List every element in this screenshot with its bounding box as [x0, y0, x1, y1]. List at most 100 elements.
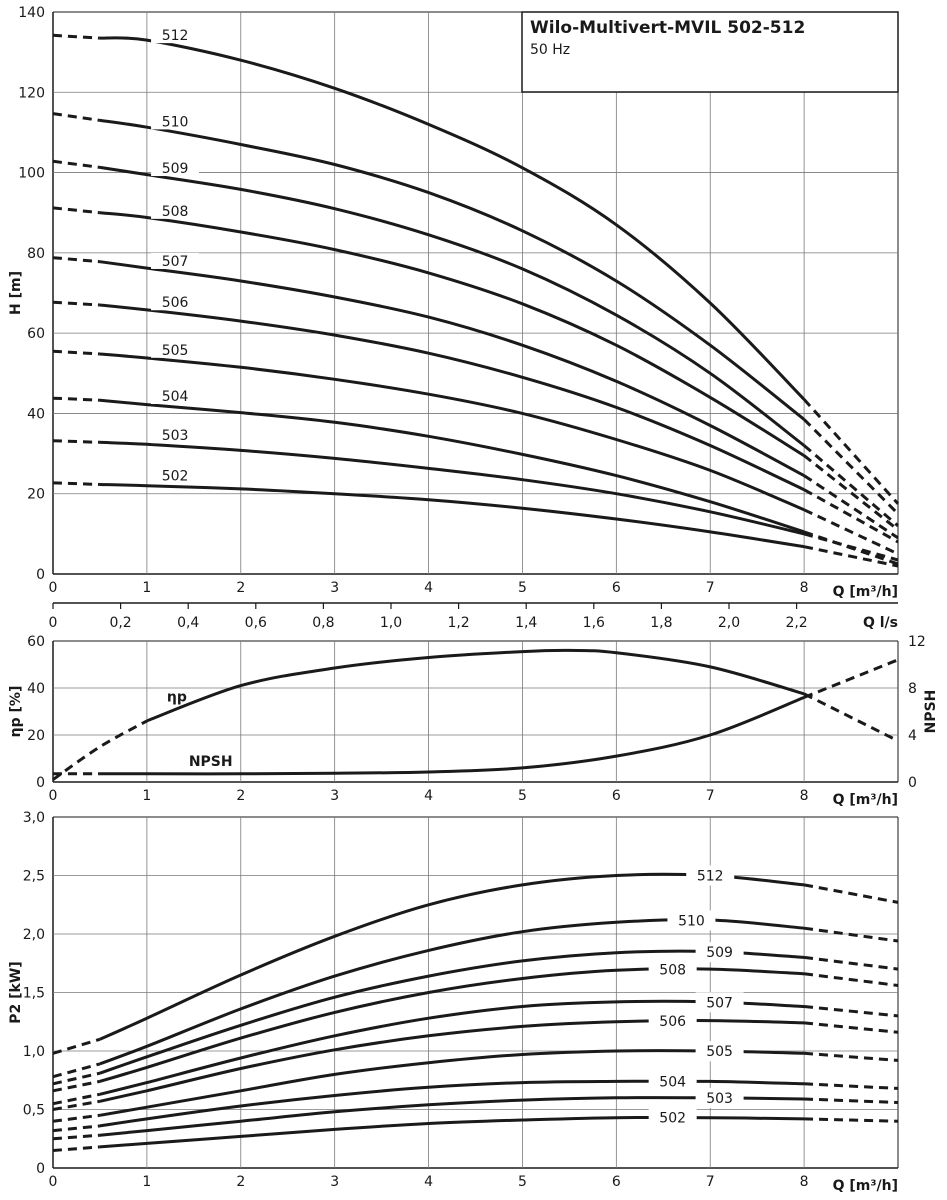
power-series-label: 504 — [659, 1074, 686, 1090]
power-series-503-curve — [99, 1096, 805, 1137]
power-series-512-dashed-end — [803, 883, 899, 904]
head-x-tick-label: 1 — [142, 580, 151, 596]
power-y-tick-label: 2,0 — [23, 927, 45, 943]
eta-series-dashed-end — [803, 692, 899, 743]
head-series-label-bg — [151, 202, 200, 219]
power-series-label: 512 — [697, 869, 724, 885]
head-series-label: 502 — [162, 469, 189, 485]
power-y-tick-label: 1,0 — [23, 1044, 45, 1060]
ls-axis-label: Q l/s — [863, 615, 898, 631]
head-series-512-curve — [99, 36, 806, 401]
power-series-512-dashed-start — [52, 1037, 101, 1055]
power-series-label: 503 — [706, 1091, 733, 1107]
head-series-508-dashed-end — [803, 454, 899, 531]
eff-y-axis-label: ηp [%] — [8, 686, 24, 738]
power-chart-panel: 0 1 2 3 4 5 6 7 8 0 0,5 1,0 1,5 2,0 2,5 3,0 Q [m³/h] P2 [… — [8, 810, 900, 1196]
power-y-axis-label: P2 [kW] — [8, 961, 24, 1023]
head-series-502-dashed-end — [803, 545, 899, 568]
power-x-tick-label: 3 — [330, 1174, 339, 1190]
power-series-label-bg — [695, 1087, 744, 1108]
npsh-series-curve — [99, 696, 805, 776]
head-series-label: 503 — [162, 428, 189, 444]
head-series-label-bg — [151, 467, 200, 484]
power-series-506-dashed-end — [803, 1021, 899, 1034]
power-x-tick-label: 1 — [142, 1174, 151, 1190]
power-x-tick-label: 4 — [424, 1174, 433, 1190]
head-series-label-bg — [151, 294, 200, 311]
eff-y2-tick-label: 8 — [908, 681, 917, 697]
eta-series-curve — [146, 648, 805, 723]
head-x-tick-label: 2 — [236, 580, 245, 596]
power-y-tick-label: 0,5 — [23, 1103, 45, 1119]
power-series-508-dashed-start — [52, 1079, 101, 1093]
ls-tick-label: 1,0 — [380, 615, 402, 631]
head-series-label-bg — [151, 113, 200, 130]
power-series-502-dashed-end — [804, 1117, 899, 1123]
head-series-503-dashed-start — [52, 439, 100, 444]
npsh-series-dashed-end — [803, 658, 899, 699]
title-box-frame — [521, 11, 899, 93]
head-series-label: 512 — [162, 28, 189, 44]
ls-tick-label: 1,6 — [583, 615, 605, 631]
power-series-label-bg — [686, 865, 735, 886]
head-series-507-dashed-end — [803, 474, 899, 540]
eff-x-axis-label: Q [m³/h] — [833, 792, 898, 808]
head-x-axis-label: Q [m³/h] — [833, 584, 898, 600]
head-series-label-bg — [151, 160, 200, 177]
eff-x-tick-label: 5 — [518, 788, 527, 804]
eff-y-tick-label: 60 — [27, 634, 45, 650]
power-series-508-dashed-end — [803, 972, 899, 987]
head-series-506-curve — [99, 303, 805, 492]
power-series-502-dashed-start — [52, 1145, 101, 1152]
head-series-label-bg — [151, 252, 200, 269]
head-series-label-bg — [151, 27, 200, 44]
head-series-504-curve — [99, 398, 805, 534]
power-series-507-dashed-end — [803, 1005, 899, 1018]
npsh-series-label: NPSH — [189, 754, 233, 770]
eff-x-tick-label: 6 — [612, 788, 621, 804]
power-series-label-bg — [648, 1107, 697, 1128]
power-series-505-curve — [99, 1049, 805, 1117]
power-series-label-bg — [695, 992, 744, 1013]
power-series-label: 502 — [659, 1111, 686, 1127]
eta-series-label: ηp — [167, 690, 187, 706]
eff-y2-tick-label: 4 — [908, 728, 917, 744]
head-series-508-dashed-start — [52, 206, 101, 215]
eff-y-tick-label: 40 — [27, 681, 45, 697]
chart-subtitle: 50 Hz — [530, 42, 570, 58]
power-series-506-dashed-start — [52, 1099, 101, 1111]
head-series-503-dashed-end — [803, 532, 899, 562]
power-series-label: 507 — [706, 995, 733, 1011]
head-y-tick-label: 0 — [36, 567, 45, 583]
eff-x-tick-label: 8 — [800, 788, 809, 804]
head-series-509-dashed-start — [52, 159, 101, 169]
power-series-label-bg — [648, 959, 697, 980]
power-series-503-dashed-start — [52, 1133, 101, 1141]
head-series-506-dashed-start — [52, 300, 100, 307]
power-series-512-curve — [99, 872, 805, 1041]
ls-tick-label: 0,6 — [245, 615, 267, 631]
head-x-tick-label: 4 — [424, 580, 433, 596]
head-series-505-curve — [99, 352, 805, 512]
power-x-tick-label: 5 — [518, 1174, 527, 1190]
power-series-label-bg — [667, 910, 716, 931]
ls-tick-label: 0,4 — [177, 615, 199, 631]
eff-x-tick-label: 2 — [236, 788, 245, 804]
head-series-504-dashed-start — [52, 396, 100, 402]
head-series-label: 504 — [162, 389, 189, 405]
head-y-tick-label: 60 — [27, 326, 45, 342]
head-y-tick-label: 120 — [18, 85, 45, 101]
head-x-tick-label: 5 — [518, 580, 527, 596]
head-series-509-curve — [99, 165, 806, 447]
head-y-tick-label: 100 — [18, 166, 45, 182]
power-series-505-dashed-end — [803, 1051, 899, 1062]
head-series-512-dashed-end — [802, 398, 900, 505]
ls-tick-label: 0 — [49, 615, 58, 631]
ls-tick-label: 1,4 — [515, 615, 537, 631]
chart-title: Wilo-Multivert-MVIL 502-512 — [530, 18, 805, 38]
power-series-label: 506 — [659, 1014, 686, 1030]
head-series-label-bg — [151, 427, 200, 444]
power-series-label: 505 — [706, 1044, 733, 1060]
